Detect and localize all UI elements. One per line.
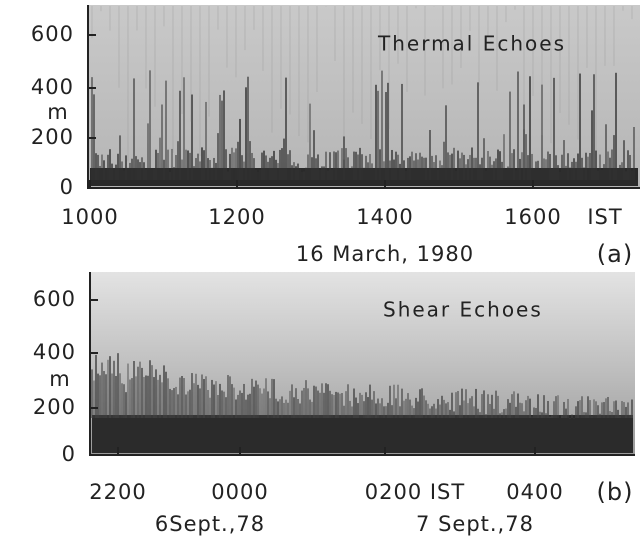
y-tick-label: 400 — [33, 340, 76, 364]
echogram — [90, 6, 638, 186]
y-unit: m — [47, 100, 68, 124]
x-tick-label: IST — [587, 205, 622, 229]
y-tick-label: 600 — [31, 22, 74, 46]
echogram — [91, 353, 633, 453]
x-tick-label: 1400 — [356, 205, 413, 229]
x-tick-label: 1200 — [208, 205, 265, 229]
y-tick-label: 600 — [33, 287, 76, 311]
x-tick-label: 1000 — [61, 205, 118, 229]
x-tick-label: 0200 IST — [365, 480, 465, 504]
panel-label: (b) — [597, 478, 634, 506]
y-unit: m — [49, 367, 70, 391]
panel-title: Shear Echoes — [383, 298, 543, 322]
date-label: 6Sept.,78 — [155, 512, 265, 536]
y-tick-label: 200 — [31, 125, 74, 149]
panel-a: Thermal Echoes (a) 16 March, 1980 600 400… — [31, 5, 640, 268]
panel-b: Shear Echoes (b) 6Sept.,78 7 Sept.,78 60… — [33, 272, 635, 536]
y-tick-label: 0 — [60, 175, 74, 199]
date-label: 7 Sept.,78 — [416, 512, 534, 536]
y-tick-label: 400 — [31, 75, 74, 99]
x-tick-label: 0400 — [506, 480, 563, 504]
echo-band — [92, 415, 633, 453]
y-tick-label: 200 — [33, 395, 76, 419]
panel-title: Thermal Echoes — [377, 32, 566, 56]
panel-label: (a) — [597, 240, 633, 268]
date-label: 16 March, 1980 — [296, 242, 474, 266]
x-tick-label: 2200 — [89, 480, 146, 504]
x-tick-label: 0000 — [211, 480, 268, 504]
x-tick-label: 1600 — [504, 205, 561, 229]
y-tick-label: 0 — [62, 442, 76, 466]
